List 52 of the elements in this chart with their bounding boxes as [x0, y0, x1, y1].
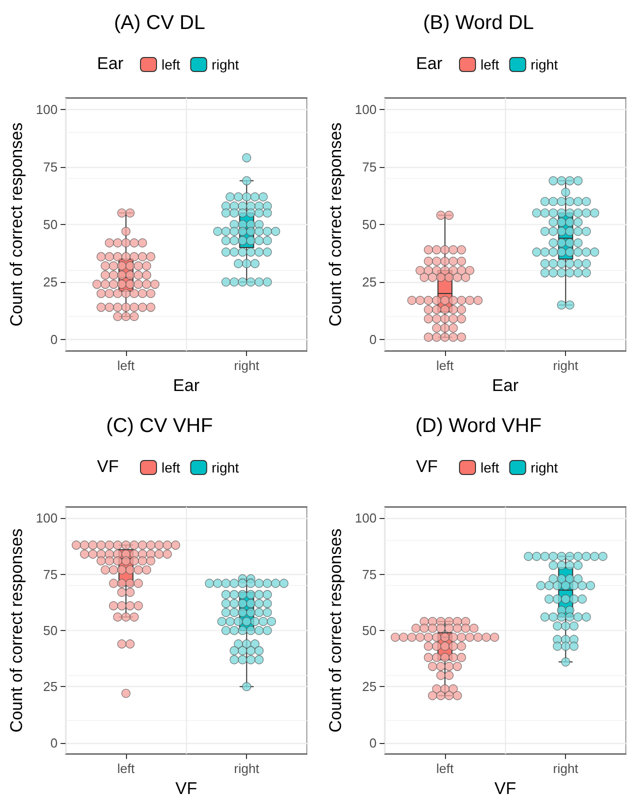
- y-tick-label: 25: [43, 679, 58, 694]
- x-axis-title: VF: [494, 779, 516, 798]
- x-tick-label: left: [436, 761, 454, 776]
- y-axis-title: Count of correct responses: [7, 122, 26, 327]
- legend-title: VF: [97, 457, 119, 476]
- y-tick-label: 25: [362, 679, 377, 694]
- y-axis-title: Count of correct responses: [326, 528, 345, 733]
- y-tick-label: 0: [369, 735, 377, 750]
- legend-label: right: [212, 56, 240, 72]
- x-axis-title: Ear: [173, 376, 200, 395]
- y-axis-title: Count of correct responses: [326, 122, 345, 327]
- x-axis-title: VF: [175, 779, 198, 798]
- y-tick-label: 100: [36, 510, 58, 526]
- x-tick-label: right: [234, 761, 260, 776]
- y-tick-label: 75: [362, 160, 377, 174]
- y-tick-label: 0: [50, 332, 58, 347]
- y-tick-label: 25: [362, 274, 377, 290]
- legend-title: Ear: [416, 54, 443, 73]
- y-tick-label: 0: [50, 735, 58, 750]
- y-tick-label: 50: [43, 623, 58, 638]
- x-tick-label: left: [117, 358, 135, 373]
- y-axis-title: Count of correct responses: [7, 528, 26, 733]
- y-tick-label: 50: [43, 217, 58, 232]
- legend-label: left: [480, 460, 500, 476]
- chart-title: (A) CV DL: [114, 12, 206, 34]
- chart-title: (B) Word DL: [423, 12, 534, 34]
- legend-label: left: [480, 56, 500, 72]
- chart-title: (C) CV VHF: [106, 415, 213, 437]
- legend-label: left: [162, 460, 180, 476]
- chart-title: (D) Word VHF: [415, 415, 542, 437]
- y-tick-label: 100: [354, 102, 377, 117]
- y-tick-label: 100: [36, 102, 58, 117]
- y-tick-label: 75: [43, 566, 58, 582]
- legend-title: Ear: [97, 54, 124, 73]
- y-tick-label: 50: [362, 623, 377, 638]
- legend-title: VF: [416, 457, 438, 476]
- y-tick-label: 25: [43, 274, 58, 290]
- x-tick-label: right: [234, 358, 260, 373]
- y-tick-label: 75: [362, 566, 377, 582]
- x-axis-title: Ear: [492, 376, 519, 395]
- legend-label: left: [162, 56, 180, 72]
- x-tick-label: right: [553, 358, 579, 373]
- y-tick-label: 100: [354, 510, 377, 526]
- y-tick-label: 0: [369, 332, 377, 347]
- y-tick-label: 75: [43, 160, 58, 174]
- legend-label: right: [530, 56, 558, 72]
- legend-label: right: [530, 460, 558, 476]
- legend-label: right: [212, 460, 240, 476]
- x-tick-label: left: [436, 358, 454, 373]
- x-tick-label: right: [553, 761, 579, 776]
- x-tick-label: left: [117, 761, 135, 776]
- y-tick-label: 50: [362, 217, 377, 232]
